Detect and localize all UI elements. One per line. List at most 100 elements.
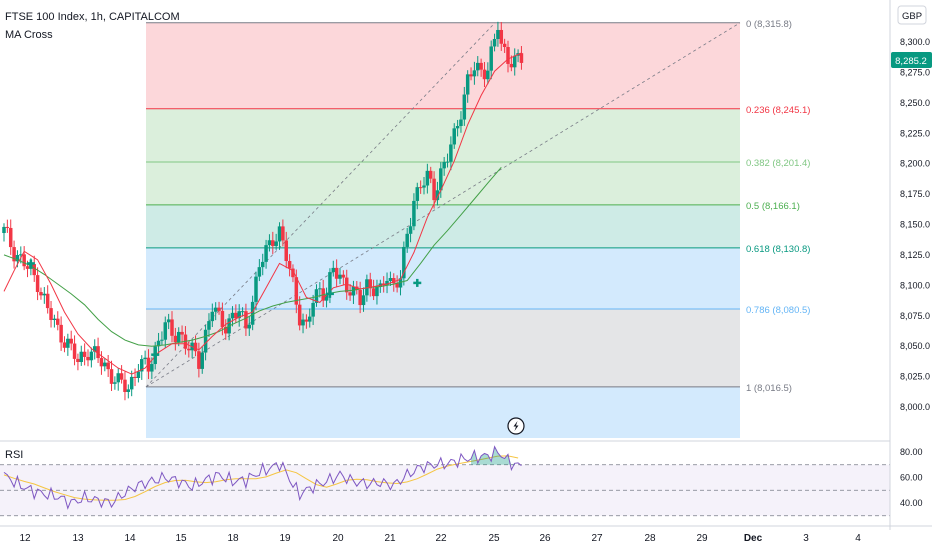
candle-body <box>331 267 336 273</box>
time-tick-label: 25 <box>488 533 500 544</box>
candle <box>254 271 258 311</box>
candle-body <box>136 371 141 378</box>
price-tick-label: 8,100.0 <box>900 280 930 290</box>
fib-zone <box>146 247 740 310</box>
candle-body <box>287 261 292 269</box>
candle <box>187 341 191 358</box>
symbol-title[interactable]: FTSE 100 Index, 1h, CAPITALCOM <box>5 11 180 23</box>
fib-level-label: 0.236 (8,245.1) <box>746 105 810 116</box>
candle <box>56 311 60 331</box>
candle <box>418 180 423 194</box>
candle-body <box>465 74 470 95</box>
lightning-icon[interactable] <box>507 417 525 435</box>
candle-body <box>445 161 450 163</box>
candle-body <box>69 338 73 344</box>
candle <box>69 330 73 351</box>
candle-body <box>160 339 164 341</box>
candle-body <box>35 275 40 293</box>
price-axis-background <box>890 0 932 530</box>
candle-body <box>103 362 107 367</box>
candle-body <box>237 311 241 319</box>
candle-body <box>187 348 191 351</box>
candle-body <box>422 185 426 188</box>
candle <box>422 176 426 195</box>
candle-body <box>472 70 477 77</box>
candle-body <box>143 357 147 360</box>
rsi-tick-label: 80.00 <box>900 447 923 457</box>
candle-body <box>318 288 322 290</box>
fib-zone <box>146 161 740 205</box>
currency-button[interactable] <box>897 5 927 25</box>
candle-body <box>267 240 272 246</box>
candle <box>224 319 228 340</box>
candle-body <box>277 226 282 242</box>
price-tick-label: 8,225.0 <box>900 128 930 138</box>
candle <box>435 181 440 206</box>
candle <box>318 282 322 298</box>
candle-body <box>45 293 50 309</box>
candle-body <box>156 340 161 347</box>
candle-body <box>166 319 171 323</box>
rsi-tick-label: 60.00 <box>900 473 923 483</box>
candle <box>116 367 120 391</box>
candle-body <box>133 376 137 378</box>
candle-body <box>395 283 399 288</box>
candle <box>62 336 67 353</box>
candle <box>170 311 174 343</box>
fib-zone <box>146 108 740 162</box>
candle <box>197 342 201 378</box>
candle <box>96 337 100 363</box>
candle-body <box>371 288 376 297</box>
candle <box>166 313 171 330</box>
price-tick-label: 8,275.0 <box>900 67 930 77</box>
candle-body <box>408 226 413 234</box>
candle-body <box>361 295 366 306</box>
candle-body <box>254 276 258 302</box>
candle-body <box>234 312 238 319</box>
candle <box>79 345 84 366</box>
cross-marker-icon <box>26 259 35 268</box>
candle <box>86 349 90 367</box>
candle-body <box>358 290 362 306</box>
candle-body <box>56 318 60 325</box>
candle-body <box>351 286 356 296</box>
candle <box>512 48 517 76</box>
candle <box>502 38 507 53</box>
candle <box>425 163 430 194</box>
candle-body <box>76 358 80 363</box>
candle-body <box>435 190 440 201</box>
candle-body <box>502 43 507 48</box>
candle <box>385 272 389 294</box>
candle <box>126 384 131 399</box>
candle-body <box>264 245 268 262</box>
candle <box>180 325 184 343</box>
candle-body <box>224 326 228 334</box>
candle <box>45 285 50 314</box>
price-tick-label: 8,250.0 <box>900 98 930 108</box>
candle-body <box>375 286 379 297</box>
candle-body <box>52 318 57 321</box>
candle-body <box>385 280 389 286</box>
candle <box>432 171 436 209</box>
candle-body <box>304 319 309 322</box>
candle <box>308 308 312 328</box>
candle-body <box>126 389 131 392</box>
candle-body <box>291 268 295 278</box>
indicator-label[interactable]: MA Cross <box>5 29 53 41</box>
candle <box>519 46 524 70</box>
candle-body <box>217 307 221 311</box>
price-tick-label: 8,175.0 <box>900 189 930 199</box>
candle-body <box>271 240 275 246</box>
time-tick-label: 28 <box>644 533 656 544</box>
candle-body <box>452 128 456 145</box>
candle-body <box>412 200 416 227</box>
time-tick-label: 26 <box>539 533 551 544</box>
candle <box>237 304 241 327</box>
fast-ma-line <box>3 52 522 375</box>
candle-body <box>113 382 117 384</box>
candle <box>22 246 26 271</box>
candle <box>506 40 510 73</box>
candle <box>304 314 309 329</box>
candle-body <box>439 168 443 191</box>
